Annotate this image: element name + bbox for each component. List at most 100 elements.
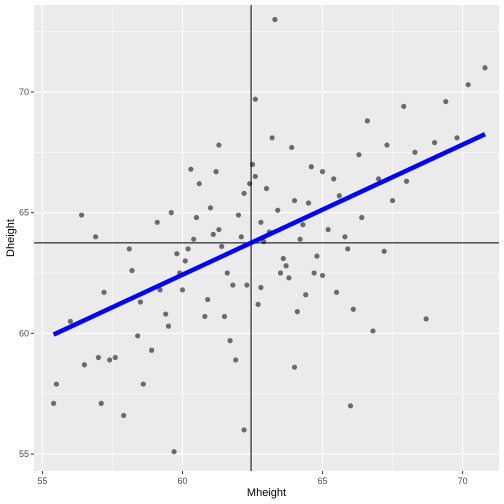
data-point: [263, 185, 270, 192]
data-point: [275, 207, 281, 213]
data-point: [121, 412, 127, 419]
data-point: [244, 282, 250, 288]
y-tick-label: 65: [19, 208, 29, 218]
data-point: [342, 234, 348, 240]
data-point: [98, 400, 104, 406]
data-point: [375, 176, 382, 182]
data-point: [314, 253, 320, 259]
data-point: [291, 197, 298, 204]
data-point: [258, 284, 264, 291]
y-tick-label: 70: [19, 87, 29, 97]
data-point: [101, 289, 107, 295]
data-point: [129, 267, 135, 274]
data-point: [283, 263, 289, 269]
regression-line-group: [52, 132, 486, 337]
data-point: [168, 210, 174, 216]
data-point: [51, 400, 57, 406]
data-point: [303, 292, 309, 298]
data-point: [196, 181, 202, 187]
data-point: [241, 427, 247, 433]
data-point: [345, 246, 351, 252]
data-point: [219, 243, 225, 250]
data-point: [465, 82, 471, 88]
y-tick-label: 60: [19, 328, 29, 338]
data-point: [443, 98, 449, 105]
data-point: [325, 226, 331, 233]
y-axis-ticks: 55 60 65 70: [19, 87, 34, 459]
data-point: [126, 246, 132, 252]
data-point: [79, 212, 85, 218]
data-point: [140, 381, 146, 387]
x-axis-ticks: 55 60 65 70: [37, 471, 468, 486]
regression-line: [52, 132, 486, 337]
data-point: [401, 103, 407, 110]
data-point: [269, 135, 275, 141]
data-point: [454, 135, 460, 141]
data-point: [241, 190, 247, 196]
data-point: [412, 149, 418, 155]
data-point: [319, 169, 326, 175]
data-point: [384, 142, 390, 148]
data-point: [135, 333, 141, 339]
data-point: [238, 234, 244, 240]
data-point: [350, 306, 356, 312]
y-axis-title: Dheight: [5, 219, 17, 257]
data-point: [182, 258, 188, 264]
data-point: [149, 347, 155, 353]
y-tick-label: 55: [19, 449, 29, 459]
data-point: [235, 212, 242, 218]
data-point: [258, 219, 264, 225]
data-point: [294, 309, 300, 315]
data-point: [81, 362, 88, 368]
x-tick-label: 65: [318, 476, 328, 486]
data-point: [205, 296, 211, 303]
data-point: [403, 178, 410, 184]
data-point: [154, 219, 160, 225]
data-point: [67, 318, 74, 324]
data-point: [53, 381, 60, 387]
data-point: [224, 270, 230, 276]
data-point: [356, 152, 362, 158]
reference-lines: [34, 5, 499, 471]
data-point: [311, 270, 317, 276]
data-point: [137, 299, 144, 305]
data-point: [252, 96, 258, 102]
x-axis-title: Mheight: [247, 487, 286, 499]
data-point: [333, 289, 340, 295]
data-point: [185, 246, 191, 252]
data-point: [336, 193, 342, 199]
data-point: [431, 140, 438, 146]
data-point: [95, 354, 102, 361]
data-point: [280, 255, 286, 262]
data-point: [202, 313, 208, 320]
data-point: [364, 118, 370, 124]
x-tick-label: 55: [37, 476, 47, 486]
data-point: [188, 166, 194, 172]
grid-lines: [34, 5, 499, 471]
data-point: [255, 301, 261, 307]
data-point: [174, 251, 180, 257]
data-point: [286, 275, 292, 281]
data-point: [157, 287, 163, 293]
data-point: [319, 272, 326, 279]
data-point: [191, 236, 197, 242]
data-point: [233, 357, 239, 363]
data-point: [207, 205, 214, 211]
data-point: [305, 200, 312, 206]
data-point: [221, 313, 228, 320]
data-point: [227, 338, 233, 344]
data-point: [179, 287, 186, 293]
data-point: [370, 328, 376, 334]
data-point: [359, 214, 365, 221]
data-point: [347, 403, 354, 409]
data-point: [210, 231, 216, 237]
data-point: [163, 311, 169, 317]
data-point: [252, 173, 258, 180]
data-point: [482, 65, 488, 71]
data-point: [213, 169, 219, 175]
data-point: [423, 316, 429, 322]
data-point: [272, 16, 278, 23]
data-point: [93, 234, 99, 240]
data-point: [381, 248, 387, 254]
